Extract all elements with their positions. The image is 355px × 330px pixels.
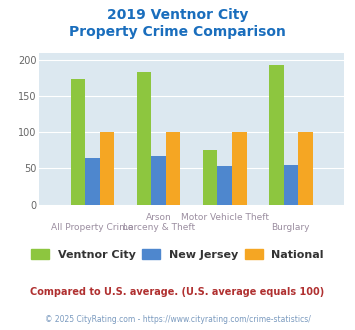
Text: Arson: Arson — [146, 213, 171, 222]
Bar — [298, 132, 313, 205]
Bar — [203, 150, 218, 205]
Bar — [85, 158, 100, 205]
Text: © 2025 CityRating.com - https://www.cityrating.com/crime-statistics/: © 2025 CityRating.com - https://www.city… — [45, 315, 310, 324]
Legend: Ventnor City, New Jersey, National: Ventnor City, New Jersey, National — [29, 247, 326, 262]
Bar — [284, 165, 298, 205]
Text: Burglary: Burglary — [272, 223, 310, 232]
Bar — [166, 132, 180, 205]
Bar — [137, 72, 151, 205]
Text: Larceny & Theft: Larceny & Theft — [122, 223, 195, 232]
Bar — [232, 132, 247, 205]
Text: All Property Crime: All Property Crime — [51, 223, 134, 232]
Bar — [218, 166, 232, 205]
Bar — [71, 79, 85, 205]
Text: Compared to U.S. average. (U.S. average equals 100): Compared to U.S. average. (U.S. average … — [31, 287, 324, 297]
Bar — [100, 132, 114, 205]
Text: 2019 Ventnor City: 2019 Ventnor City — [107, 8, 248, 22]
Bar — [269, 65, 284, 205]
Bar — [151, 156, 166, 205]
Text: Motor Vehicle Theft: Motor Vehicle Theft — [181, 213, 269, 222]
Text: Property Crime Comparison: Property Crime Comparison — [69, 25, 286, 39]
